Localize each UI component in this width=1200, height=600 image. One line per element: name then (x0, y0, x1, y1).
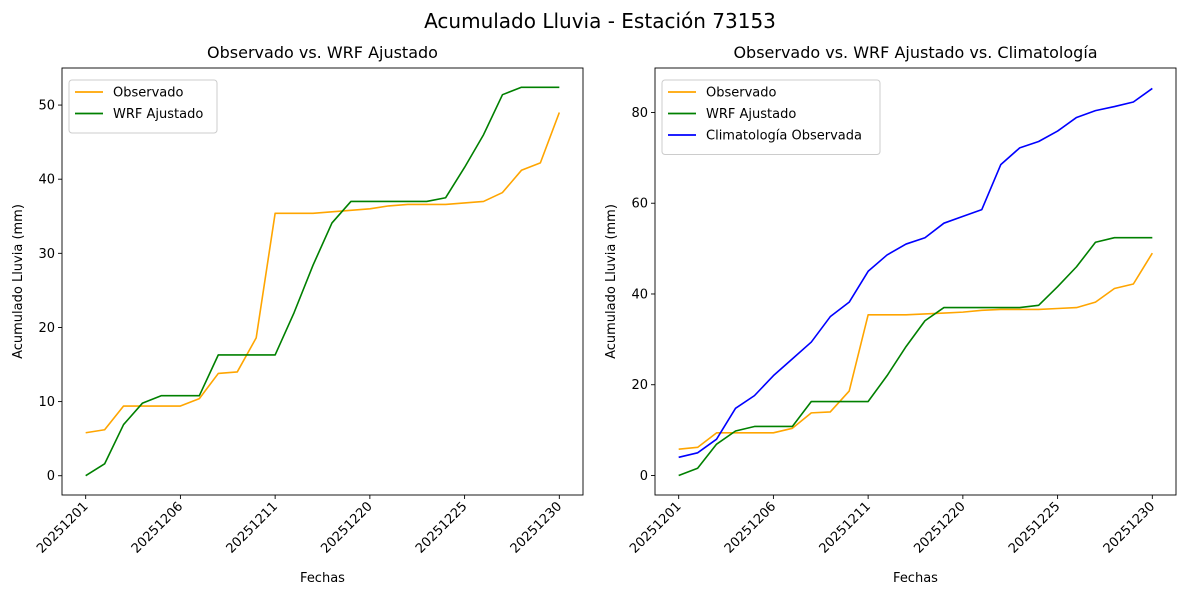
legend-label: WRF Ajustado (706, 107, 796, 122)
chart-title: Observado vs. WRF Ajustado (207, 43, 438, 62)
plot-frame (654, 67, 1177, 496)
y-tick-label: 40 (38, 173, 55, 188)
x-axis-label: Fechas (300, 571, 345, 586)
y-tick-label: 10 (38, 395, 55, 410)
x-axis-label: Fechas (893, 571, 938, 586)
legend: Observado WRF Ajustado (68, 79, 218, 134)
y-axis-label: Acumulado Lluvia (mm) (11, 204, 26, 359)
chart-left: Observado vs. WRF Ajustado 0 10 20 30 40 50 202… (11, 43, 584, 586)
x-tick-label: 20251230 (1101, 499, 1158, 556)
y-tick-label: 0 (640, 469, 648, 484)
legend-label: WRF Ajustado (113, 107, 203, 122)
x-tick-label: 20251225 (1006, 499, 1063, 556)
x-tick-label: 20251206 (129, 499, 186, 556)
y-tick-label: 40 (631, 287, 648, 302)
y-tick-label: 60 (631, 197, 648, 212)
series-line-wrf (678, 236, 1153, 477)
legend: Observado WRF Ajustado Climatología Observ… (661, 79, 881, 155)
y-tick-label: 80 (631, 106, 648, 121)
x-tick-label: 20251201 (34, 499, 91, 556)
y-tick-label: 20 (631, 378, 648, 393)
chart-title: Observado vs. WRF Ajustado vs. Climatolo… (733, 43, 1097, 62)
x-tick-label: 20251230 (508, 499, 565, 556)
x-tick-label: 20251220 (911, 499, 968, 556)
series-line-observado (85, 112, 561, 434)
series-line-observado (678, 252, 1154, 450)
y-tick-label: 20 (38, 321, 55, 336)
chart-right: Observado vs. WRF Ajustado vs. Climatolo… (604, 43, 1177, 586)
y-axis-label: Acumulado Lluvia (mm) (604, 204, 619, 359)
plot-frame (61, 67, 584, 496)
x-tick-label: 20251225 (413, 499, 470, 556)
legend-label: Climatología Observada (706, 129, 862, 144)
y-tick-label: 0 (47, 469, 55, 484)
x-tick-label: 20251211 (224, 499, 281, 556)
series-line-wrf (85, 86, 560, 477)
x-tick-label: 20251206 (722, 499, 779, 556)
y-tick-label: 30 (38, 247, 55, 262)
legend-box (661, 79, 881, 155)
figure-title: Acumulado Lluvia - Estación 73153 (424, 9, 776, 33)
legend-label: Observado (706, 86, 777, 101)
legend-label: Observado (113, 86, 184, 101)
series-line-clima (678, 87, 1153, 459)
y-tick-label: 50 (38, 99, 55, 114)
x-tick-label: 20251211 (817, 499, 874, 556)
x-tick-label: 20251201 (627, 499, 684, 556)
legend-box (68, 79, 218, 134)
x-tick-label: 20251220 (318, 499, 375, 556)
